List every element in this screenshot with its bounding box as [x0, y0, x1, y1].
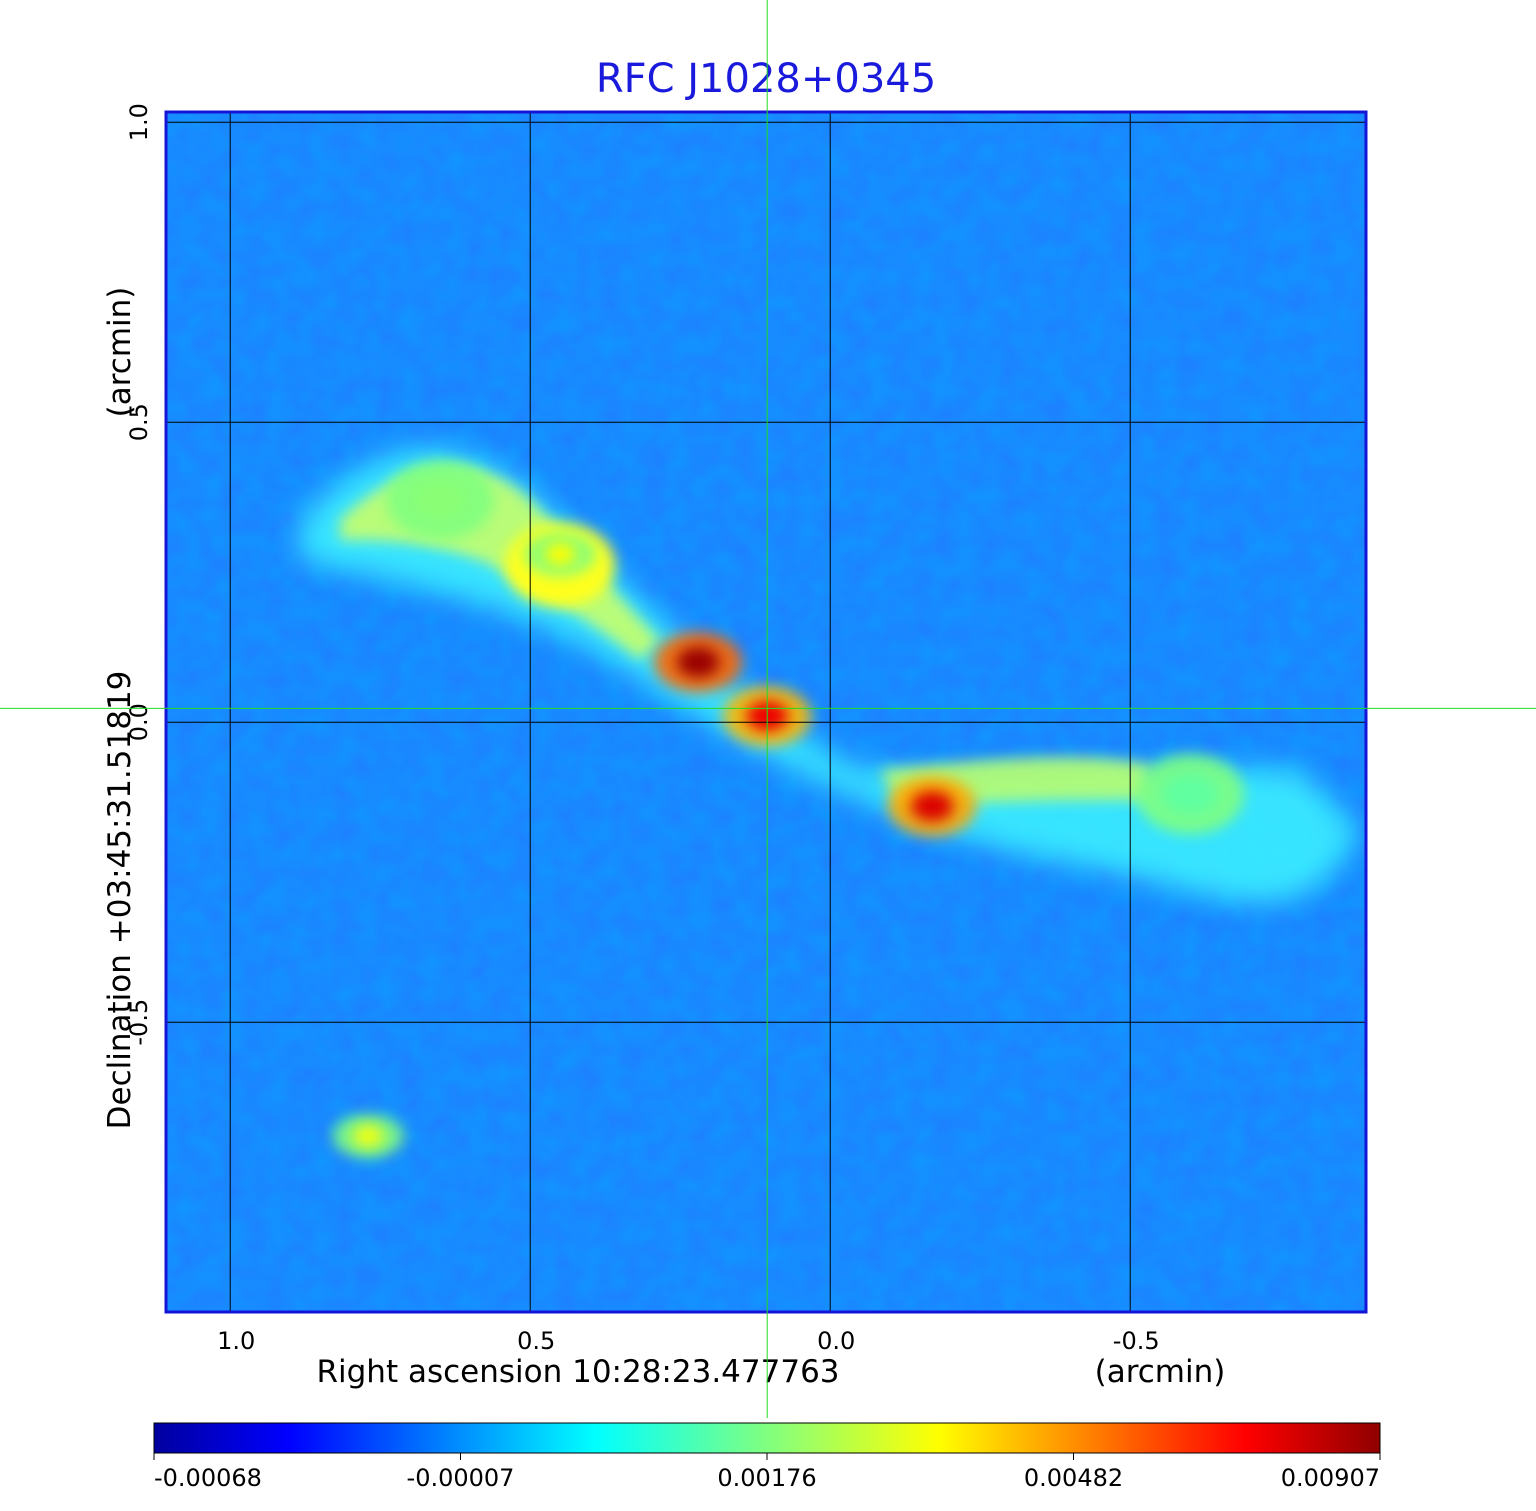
x-tick-labels: 1.0 0.5 0.0 -0.5	[217, 1327, 1160, 1355]
coordinate-grid	[166, 112, 1366, 1312]
counter-jet-knot-peak	[911, 791, 954, 822]
northeast-lobe-peak	[412, 480, 469, 521]
inner-jet-knot-peak	[677, 647, 720, 678]
colorbar	[153, 1422, 1381, 1454]
x-tick-label: 0.0	[817, 1327, 855, 1355]
northeast-jet-peak	[544, 543, 576, 566]
x-tick-label: 1.0	[217, 1327, 255, 1355]
x-axis-unit: (arcmin)	[1095, 1354, 1226, 1390]
y-axis-label: Declination +03:45:31.51819	[102, 671, 138, 1130]
colorbar-tick-label: 0.00907	[1281, 1464, 1380, 1492]
southwest-lobe-peak	[1162, 774, 1219, 815]
colorbar-tick-label: -0.00007	[407, 1464, 515, 1492]
compact-source-peak	[352, 1125, 384, 1148]
radio-image	[166, 112, 1366, 1312]
y-tick-label: 1.0	[125, 103, 153, 141]
crosshair	[0, 0, 1536, 1418]
colorbar-tick-label: 0.00482	[1024, 1464, 1123, 1492]
y-tick-label: -0.5	[125, 999, 153, 1046]
chart-title: RFC J1028+0345	[596, 56, 936, 102]
y-tick-label: 0.0	[125, 703, 153, 741]
colorbar-tick-label: -0.00068	[154, 1464, 262, 1492]
y-tick-label: 0.5	[125, 403, 153, 441]
colorbar-tick-label: 0.00176	[717, 1464, 816, 1492]
y-axis-unit: (arcmin)	[102, 287, 138, 418]
colorbar-ticks: -0.00068 -0.00007 0.00176 0.00482 0.00907	[153, 1453, 1381, 1492]
x-axis-label: Right ascension 10:28:23.477763	[316, 1354, 839, 1390]
y-tick-labels: -0.5 0.0 0.5 1.0	[125, 103, 153, 1045]
plot-frame	[164, 110, 1368, 1314]
x-tick-label: -0.5	[1113, 1327, 1160, 1355]
x-tick-label: 0.5	[517, 1327, 555, 1355]
